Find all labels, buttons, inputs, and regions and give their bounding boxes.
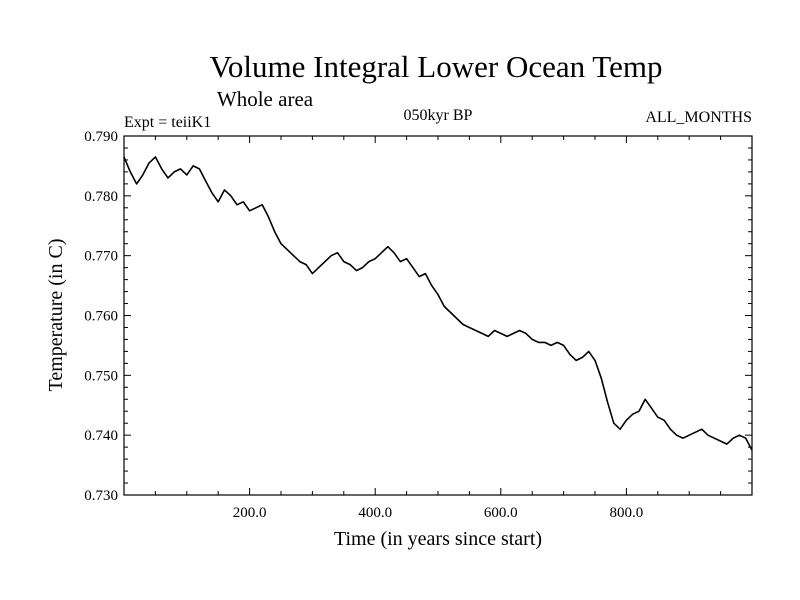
y-tick-label: 0.760 [84, 309, 118, 325]
y-tick-label: 0.780 [84, 189, 118, 205]
x-tick-label: 200.0 [233, 505, 267, 521]
y-tick-label: 0.740 [84, 428, 118, 444]
x-tick-label: 400.0 [358, 505, 392, 521]
x-axis-label: Time (in years since start) [334, 528, 542, 550]
expt-label: Expt = teiiK1 [124, 114, 211, 131]
chart-title: Volume Integral Lower Ocean Temp [210, 49, 663, 84]
months-label: ALL_MONTHS [645, 109, 752, 126]
y-tick-label: 0.770 [84, 249, 118, 265]
y-tick-label: 0.730 [84, 488, 118, 504]
chart-subtitle: Whole area [217, 87, 314, 111]
y-tick-label: 0.790 [84, 129, 118, 145]
x-tick-label: 800.0 [610, 505, 644, 521]
plot-frame [123, 135, 753, 496]
series-line [123, 156, 753, 451]
y-tick-label: 0.750 [84, 368, 118, 384]
period-label: 050kyr BP [404, 107, 473, 124]
y-axis-label: Temperature (in C) [45, 239, 67, 392]
x-tick-label: 600.0 [484, 505, 518, 521]
